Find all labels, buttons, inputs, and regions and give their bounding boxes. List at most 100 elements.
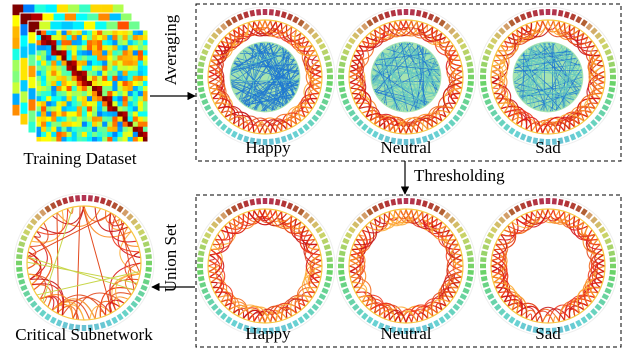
matrix-cell	[67, 111, 72, 116]
matrix-cell	[128, 96, 133, 101]
matrix-cell	[56, 76, 61, 81]
matrix-cell	[87, 86, 92, 91]
matrix-cell	[138, 86, 143, 91]
matrix-cell	[128, 61, 133, 66]
node-segment	[19, 243, 25, 245]
matrix-cell	[82, 30, 87, 35]
matrix-cell	[56, 101, 61, 106]
matrix-cell	[46, 91, 51, 96]
matrix-cell	[61, 55, 66, 60]
node-segment	[239, 203, 241, 209]
matrix-cell	[67, 132, 72, 137]
matrix-cell	[123, 66, 128, 71]
node-segment	[374, 132, 377, 137]
matrix-cell	[61, 76, 66, 81]
node-segment	[607, 246, 613, 248]
node-segment	[205, 45, 210, 48]
matrix-cell	[128, 76, 133, 81]
matrix-cell	[51, 117, 56, 122]
node-segment	[338, 70, 344, 71]
matrix-cell	[46, 30, 51, 35]
node-segment	[58, 200, 60, 206]
matrix-cell	[138, 30, 143, 35]
edge-arc	[362, 300, 376, 314]
matrix-cell	[107, 86, 112, 91]
matrix-cell	[72, 45, 77, 50]
node-segment	[592, 121, 596, 125]
matrix-cell	[107, 45, 112, 50]
matrix-cell	[102, 35, 107, 40]
matrix-cell	[133, 127, 138, 132]
node-segment	[294, 17, 297, 22]
node-segment	[461, 45, 466, 48]
node-segment	[346, 45, 351, 48]
matrix-cell	[36, 137, 41, 142]
node-segment	[338, 83, 344, 84]
matrix-cell	[102, 76, 107, 81]
matrix-cell	[92, 117, 97, 122]
matrix-cell	[72, 86, 77, 91]
matrix-cell	[112, 91, 117, 96]
node-segment	[339, 278, 345, 279]
node-segment	[458, 111, 463, 114]
matrix-cell	[51, 106, 56, 111]
matrix-cell	[82, 81, 87, 86]
panel-label: Sad	[535, 138, 561, 157]
matrix-cell	[117, 132, 122, 137]
matrix-cell	[82, 122, 87, 127]
edge-arc	[585, 103, 598, 117]
matrix-cell	[102, 61, 107, 66]
matrix-cell	[82, 35, 87, 40]
matrix-cell	[87, 40, 92, 45]
matrix-cell	[133, 61, 138, 66]
matrix-cell	[72, 106, 77, 111]
node-ring	[208, 209, 322, 323]
node-segment	[572, 203, 574, 209]
node-segment	[233, 132, 236, 137]
matrix-cell	[72, 132, 77, 137]
matrix-cell	[77, 91, 82, 96]
node-segment	[200, 284, 206, 286]
matrix-cell	[46, 66, 51, 71]
matrix-cell	[51, 40, 56, 45]
node-segment	[294, 132, 297, 137]
node-segment	[435, 321, 438, 326]
matrix-cell	[97, 71, 102, 76]
matrix-cell	[102, 111, 107, 116]
node-segment	[128, 215, 132, 219]
node-segment	[582, 20, 585, 25]
matrix-cell	[102, 132, 107, 137]
matrix-cell	[56, 50, 61, 55]
matrix-cell	[72, 127, 77, 132]
node-segment	[505, 24, 509, 29]
node-segment	[252, 10, 253, 16]
node-segment	[222, 314, 226, 319]
node-segment	[600, 39, 605, 42]
node-segment	[368, 209, 371, 214]
matrix-cell	[102, 71, 107, 76]
edge-arc	[359, 296, 373, 310]
node-segment	[227, 209, 230, 214]
matrix-cell	[51, 45, 56, 50]
node-segment	[577, 17, 580, 22]
matrix-cell	[46, 127, 51, 132]
node-segment	[467, 253, 473, 254]
matrix-cell	[72, 96, 77, 101]
matrix-cell	[107, 106, 112, 111]
matrix-cell	[117, 86, 122, 91]
node-segment	[277, 10, 278, 16]
matrix-cell	[41, 137, 46, 142]
node-segment	[294, 321, 297, 326]
node-segment	[465, 284, 471, 286]
node-segment	[343, 101, 349, 103]
node-segment	[495, 223, 500, 227]
node-segment	[146, 256, 152, 257]
node-segment	[205, 106, 210, 109]
matrix-cell	[112, 127, 117, 132]
matrix-cell	[123, 101, 128, 106]
node-segment	[21, 237, 27, 239]
node-segment	[313, 116, 318, 120]
matrix-cell	[92, 122, 97, 127]
matrix-cell	[41, 50, 46, 55]
node-segment	[339, 89, 345, 90]
